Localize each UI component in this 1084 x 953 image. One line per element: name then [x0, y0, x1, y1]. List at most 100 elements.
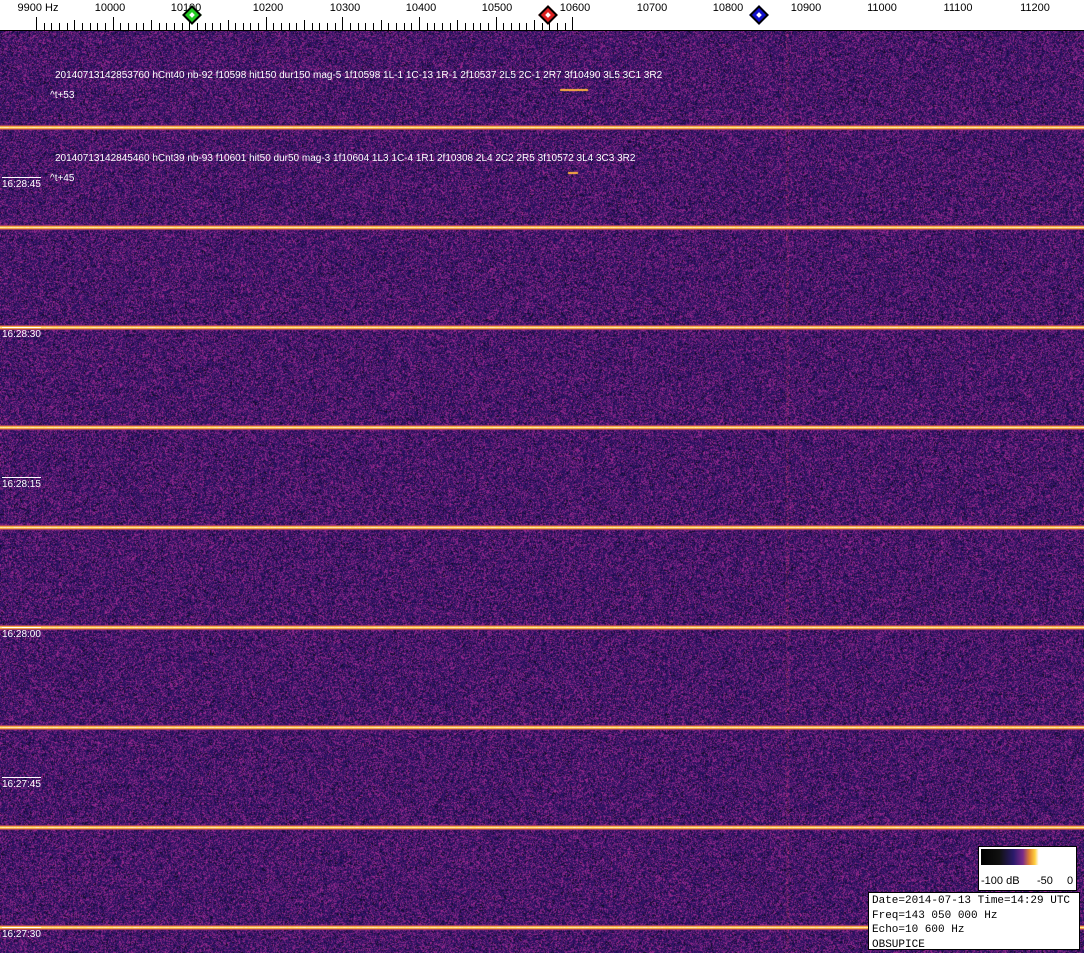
- axis-tick: [205, 23, 206, 30]
- time-label: 16:28:30: [2, 327, 41, 340]
- axis-tick: [250, 23, 251, 30]
- axis-label: 10900: [791, 2, 822, 14]
- axis-tick: [419, 17, 420, 30]
- axis-tick: [450, 23, 451, 30]
- axis-tick: [534, 20, 535, 30]
- info-station: OBSUPICE: [872, 938, 1076, 953]
- axis-label: 10300: [330, 2, 361, 14]
- axis-tick: [565, 23, 566, 30]
- axis-tick: [350, 23, 351, 30]
- axis-label: 11200: [1020, 2, 1050, 14]
- axis-tick: [358, 23, 359, 30]
- axis-tick: [136, 23, 137, 30]
- axis-tick: [480, 23, 481, 30]
- axis-tick: [542, 23, 543, 30]
- axis-tick: [442, 23, 443, 30]
- axis-tick: [105, 23, 106, 30]
- axis-tick: [557, 23, 558, 30]
- colorbar-label: 0: [1067, 875, 1073, 887]
- info-frequency: Freq=143 050 000 Hz: [872, 909, 1076, 924]
- colorbar-label: -50: [1037, 875, 1053, 887]
- frequency-axis: 9900 Hz 10000 10100 10200 10300 10400 10…: [0, 0, 1084, 31]
- axis-tick: [511, 23, 512, 30]
- axis-tick: [473, 23, 474, 30]
- marker-blue-diamond-icon[interactable]: [749, 5, 769, 25]
- color-scale-legend: -100 dB -50 0: [978, 846, 1077, 891]
- axis-tick: [465, 23, 466, 30]
- axis-tick: [457, 20, 458, 30]
- axis-tick: [312, 23, 313, 30]
- time-label: 16:28:15: [2, 477, 41, 490]
- axis-tick: [266, 17, 267, 30]
- axis-tick: [36, 17, 37, 30]
- axis-tick: [120, 23, 121, 30]
- axis-tick: [174, 23, 175, 30]
- axis-tick: [327, 23, 328, 30]
- axis-tick: [166, 23, 167, 30]
- axis-unit-label: 9900 Hz: [18, 2, 59, 14]
- axis-tick: [51, 23, 52, 30]
- axis-tick: [212, 23, 213, 30]
- axis-tick: [503, 23, 504, 30]
- axis-tick: [381, 20, 382, 30]
- info-box: Date=2014-07-13 Time=14:29 UTC Freq=143 …: [868, 892, 1080, 950]
- axis-label: 10500: [482, 2, 513, 14]
- axis-label: 10700: [637, 2, 668, 14]
- axis-tick: [273, 23, 274, 30]
- axis-tick: [59, 23, 60, 30]
- axis-tick: [82, 23, 83, 30]
- detection-offset: ^t+45: [50, 173, 74, 184]
- axis-tick: [434, 23, 435, 30]
- axis-tick: [388, 23, 389, 30]
- axis-tick: [411, 23, 412, 30]
- axis-tick: [572, 17, 573, 30]
- axis-tick: [289, 23, 290, 30]
- axis-label: 10000: [95, 2, 126, 14]
- axis-tick: [113, 17, 114, 30]
- detection-annotation: 20140713142853760 hCnt40 nb-92 f10598 hi…: [55, 70, 662, 81]
- axis-tick: [151, 20, 152, 30]
- axis-label: 10400: [406, 2, 437, 14]
- axis-tick: [281, 23, 282, 30]
- info-date-time: Date=2014-07-13 Time=14:29 UTC: [872, 894, 1076, 909]
- colorbar-label: -100 dB: [981, 875, 1020, 887]
- detection-offset: ^t+53: [50, 90, 74, 101]
- axis-label: 11000: [867, 2, 897, 14]
- axis-tick: [342, 17, 343, 30]
- axis-tick: [319, 23, 320, 30]
- time-label: 16:28:45: [2, 177, 41, 190]
- axis-label: 11100: [944, 2, 973, 14]
- axis-label: 10600: [560, 2, 591, 14]
- axis-tick: [182, 23, 183, 30]
- axis-tick: [526, 23, 527, 30]
- time-label: 16:28:00: [2, 627, 41, 640]
- axis-tick: [228, 20, 229, 30]
- time-label: 16:27:45: [2, 777, 41, 790]
- axis-tick: [365, 23, 366, 30]
- axis-tick: [90, 23, 91, 30]
- axis-tick: [496, 17, 497, 30]
- axis-tick: [220, 23, 221, 30]
- axis-tick: [404, 23, 405, 30]
- axis-tick: [519, 23, 520, 30]
- axis-tick: [396, 23, 397, 30]
- waterfall-spectrogram[interactable]: [0, 31, 1084, 953]
- axis-tick: [549, 23, 550, 30]
- axis-tick: [67, 23, 68, 30]
- axis-tick: [143, 23, 144, 30]
- axis-tick: [74, 20, 75, 30]
- detection-annotation: 20140713142845460 hCnt39 nb-93 f10601 hi…: [55, 153, 635, 164]
- axis-tick: [258, 23, 259, 30]
- axis-tick: [373, 23, 374, 30]
- axis-tick: [488, 23, 489, 30]
- axis-tick: [427, 23, 428, 30]
- color-gradient: [981, 849, 1074, 865]
- axis-tick: [97, 23, 98, 30]
- axis-tick: [235, 23, 236, 30]
- axis-tick: [159, 23, 160, 30]
- time-label: 16:27:30: [2, 927, 41, 940]
- info-echo: Echo=10 600 Hz: [872, 923, 1076, 938]
- marker-red-diamond-icon[interactable]: [538, 5, 558, 25]
- axis-tick: [128, 23, 129, 30]
- axis-label: 10200: [253, 2, 284, 14]
